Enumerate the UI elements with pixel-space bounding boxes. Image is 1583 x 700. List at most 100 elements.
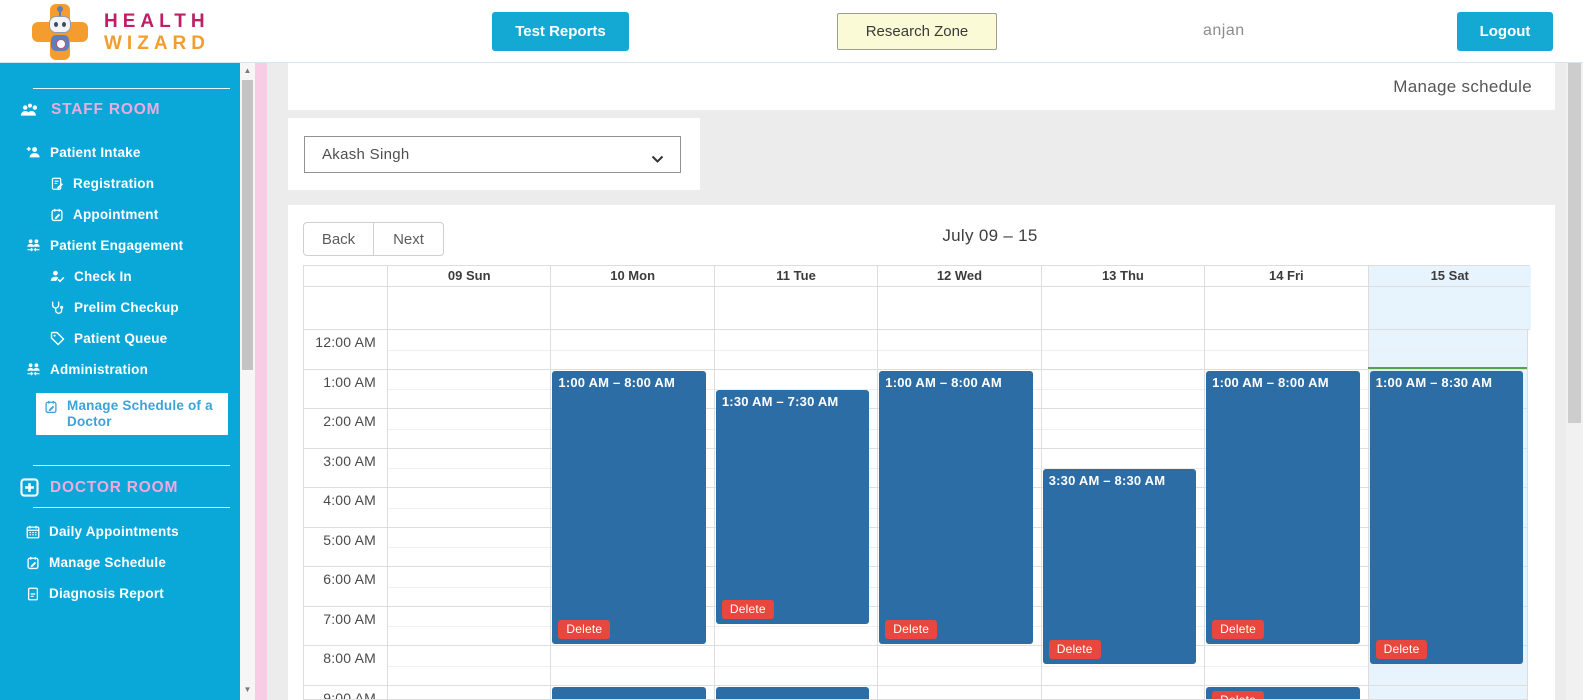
calendar-panel: Back Next July 09 – 15 09 Sun 10 Mon 11 Tu…	[288, 205, 1555, 700]
schedule-event[interactable]: 1:00 AM – 8:00 AM Delete	[552, 370, 706, 644]
sidebar-item-appointment[interactable]: Appointment	[0, 207, 240, 222]
calendar-icon	[26, 525, 40, 539]
sidebar-section-heading-label: DOCTOR ROOM	[50, 478, 179, 496]
chevron-down-icon	[651, 151, 664, 169]
event-delete-button[interactable]: Delete	[721, 600, 774, 620]
allday-cell-12-wed[interactable]	[877, 287, 1040, 329]
research-zone-button[interactable]: Research Zone	[837, 13, 997, 50]
schedule-event[interactable]: 1:30 AM – 7:30 AM Delete	[715, 390, 870, 625]
schedule-event[interactable]: Delete	[1206, 686, 1360, 699]
sidebar-item-diagnosis-report[interactable]: Diagnosis Report	[0, 586, 240, 601]
calendar-week-title: July 09 – 15	[942, 226, 1038, 245]
doctor-select[interactable]: Akash Singh	[304, 136, 681, 173]
pink-divider-strip	[255, 63, 267, 700]
sidebar-divider	[33, 507, 230, 509]
time-label: 3:00 AM	[323, 452, 376, 469]
sidebar-item-label: Patient Intake	[50, 145, 141, 160]
sidebar-scrollbar[interactable]: ▲ ▼	[240, 63, 255, 700]
calendar-time-grid[interactable]: 12:00 AM 1:00 AM 2:00 AM 3:00 AM 4:00 AM…	[303, 330, 1528, 700]
doctor-select-value: Akash Singh	[322, 146, 410, 163]
event-delete-button[interactable]: Delete	[1375, 639, 1428, 659]
test-reports-button[interactable]: Test Reports	[492, 12, 629, 51]
allday-cell-13-thu[interactable]	[1040, 287, 1204, 329]
sidebar: STAFF ROOM Patient Intake Registration A…	[0, 63, 240, 700]
people-arrows-icon	[26, 362, 41, 377]
sidebar-item-manage-schedule-of-a-doctor[interactable]: Manage Schedule of a Doctor	[36, 393, 228, 436]
sidebar-item-label: Daily Appointments	[49, 524, 179, 540]
logo-cross-icon	[32, 4, 88, 60]
event-time-label: 1:30 AM – 7:30 AM	[721, 394, 839, 410]
sidebar-section-heading-label: STAFF ROOM	[51, 101, 161, 118]
calendar-day-header-row: 09 Sun 10 Mon 11 Tue 12 Wed 13 Thu 14 Fri 15 S…	[303, 265, 1531, 286]
scroll-up-arrow-icon[interactable]: ▲	[243, 66, 252, 75]
logo-text: HEALTH WIZARD	[104, 11, 210, 56]
allday-cell-11-tue[interactable]	[713, 287, 877, 329]
sidebar-item-label: Manage Schedule of a Doctor	[67, 398, 213, 430]
event-delete-button[interactable]: Delete	[1212, 691, 1265, 699]
schedule-event[interactable]: 3:30 AM – 8:30 AM Delete	[1042, 469, 1197, 664]
sidebar-item-check-in[interactable]: Check In	[0, 269, 240, 284]
sidebar-scrollbar-thumb[interactable]	[242, 80, 253, 370]
event-time-label: 3:30 AM – 8:30 AM	[1048, 473, 1166, 489]
username-label: anjan	[1203, 22, 1245, 39]
day-header-10-mon: 10 Mon	[550, 266, 713, 286]
sidebar-item-label: Manage Schedule	[49, 555, 167, 571]
stethoscope-icon	[50, 300, 65, 315]
schedule-event[interactable]: 1:00 AM – 8:00 AM Delete	[1206, 370, 1360, 644]
hour-row: 12:00 AM	[304, 330, 1527, 370]
people-group-icon	[20, 103, 40, 117]
calendar-grid: 09 Sun 10 Mon 11 Tue 12 Wed 13 Thu 14 Fri 15 S…	[303, 265, 1531, 700]
sidebar-item-label: Appointment	[73, 207, 159, 222]
schedule-event[interactable]: 1:00 AM – 8:30 AM Delete	[1369, 370, 1523, 664]
sidebar-item-label: Prelim Checkup	[74, 300, 179, 315]
time-gutter-header	[304, 266, 387, 286]
allday-cell-15-sat[interactable]	[1367, 287, 1531, 329]
time-label: 4:00 AM	[323, 492, 376, 508]
time-label: 7:00 AM	[323, 610, 376, 627]
allday-cell-14-fri[interactable]	[1204, 287, 1367, 329]
people-arrows-icon	[26, 238, 41, 253]
sidebar-item-registration[interactable]: Registration	[0, 176, 240, 191]
event-delete-button[interactable]: Delete	[558, 620, 611, 639]
app-logo: HEALTH WIZARD	[18, 3, 248, 61]
sidebar-divider	[33, 465, 230, 467]
schedule-event[interactable]: Delete	[552, 686, 706, 699]
day-header-11-tue: 11 Tue	[713, 266, 877, 286]
time-label: 5:00 AM	[323, 531, 376, 548]
logout-button[interactable]: Logout	[1457, 12, 1553, 51]
allday-cell-09-sun[interactable]	[387, 287, 550, 329]
plus-square-icon	[20, 478, 39, 497]
sidebar-divider	[33, 88, 230, 89]
calendar-next-button[interactable]: Next	[373, 222, 444, 256]
schedule-event[interactable]: Delete	[715, 686, 870, 699]
person-plus-icon	[26, 145, 41, 160]
sidebar-item-manage-schedule[interactable]: Manage Schedule	[0, 555, 240, 570]
top-navbar: HEALTH WIZARD Test Reports Research Zone…	[0, 0, 1583, 63]
event-delete-button[interactable]: Delete	[1212, 620, 1265, 639]
clipboard-pen-icon	[50, 208, 64, 222]
sidebar-item-patient-queue[interactable]: Patient Queue	[0, 331, 240, 346]
time-gutter-allday	[304, 287, 387, 329]
sidebar-item-label: Administration	[50, 362, 149, 377]
sidebar-item-patient-engagement[interactable]: Patient Engagement	[0, 238, 240, 253]
calendar-allday-row	[303, 286, 1531, 330]
clipboard-pen-icon	[26, 556, 40, 570]
allday-cell-10-mon[interactable]	[550, 287, 713, 329]
day-header-13-thu: 13 Thu	[1040, 266, 1204, 286]
event-delete-button[interactable]: Delete	[885, 620, 938, 639]
day-header-09-sun: 09 Sun	[387, 266, 550, 286]
page-scrollbar[interactable]	[1566, 63, 1583, 700]
event-time-label: 1:00 AM – 8:00 AM	[558, 374, 676, 390]
sidebar-item-label: Patient Engagement	[50, 238, 184, 253]
sidebar-item-prelim-checkup[interactable]: Prelim Checkup	[0, 300, 240, 315]
scroll-down-arrow-icon[interactable]: ▼	[243, 685, 252, 694]
sidebar-item-daily-appointments[interactable]: Daily Appointments	[0, 524, 240, 539]
sidebar-item-patient-intake[interactable]: Patient Intake	[0, 145, 240, 160]
schedule-event[interactable]: 1:00 AM – 8:00 AM Delete	[879, 370, 1033, 644]
event-delete-button[interactable]: Delete	[1048, 639, 1101, 659]
sidebar-item-administration[interactable]: Administration	[0, 362, 240, 377]
clipboard-pen-icon	[44, 400, 58, 414]
page-scrollbar-thumb[interactable]	[1568, 63, 1581, 423]
day-header-12-wed: 12 Wed	[877, 266, 1040, 286]
calendar-back-button[interactable]: Back	[303, 222, 374, 256]
